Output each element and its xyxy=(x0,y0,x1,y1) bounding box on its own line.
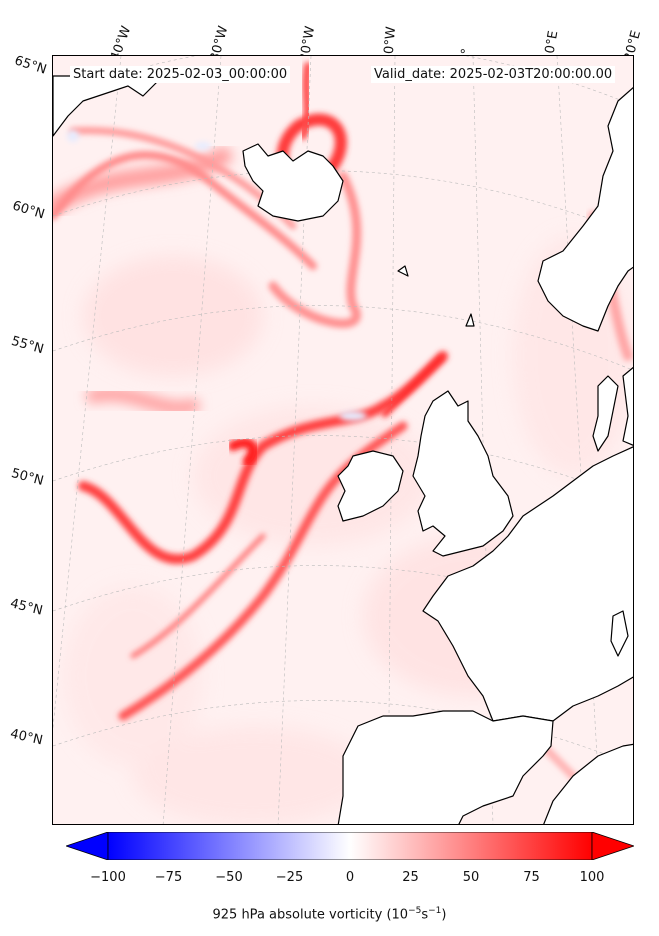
colorbar-bar xyxy=(107,831,593,861)
europe-coast xyxy=(422,446,633,722)
lat-label-40n: 40°N xyxy=(8,726,45,749)
great-britain-coast xyxy=(412,390,514,557)
valid-date-label: Valid_date: 2025-02-03T20:00:00.00 xyxy=(371,66,616,83)
north-africa-coast xyxy=(543,743,633,824)
vorticity-map xyxy=(52,55,634,825)
lat-label-60n: 60°N xyxy=(10,198,47,223)
colorbar-tick-label: 100 xyxy=(579,870,605,885)
lat-label-55n: 55°N xyxy=(9,333,46,358)
colorbar-tick-label: 0 xyxy=(345,870,355,885)
colorbar-tick-label: −25 xyxy=(275,870,304,885)
iberia-coast xyxy=(337,710,554,824)
lat-label-65n: 65°N xyxy=(12,53,49,78)
colorbar-tick-label: 75 xyxy=(523,870,540,885)
start-date-label: Start date: 2025-02-03_00:00:00 xyxy=(70,66,291,83)
ireland-coast xyxy=(337,450,404,522)
map-canvas xyxy=(53,56,633,824)
colorbar-tick-label: −75 xyxy=(154,870,183,885)
shetland-islands xyxy=(465,313,475,327)
iceland-coast xyxy=(242,143,344,222)
colorbar-tick-label: −50 xyxy=(215,870,243,885)
land-masses xyxy=(53,75,633,824)
faroe-islands xyxy=(397,265,409,277)
colorbar-extend-min xyxy=(64,831,109,861)
colorbar xyxy=(64,831,636,864)
scandinavia-coast xyxy=(537,86,633,332)
coastal-jet xyxy=(380,353,446,419)
colorbar-extend-max xyxy=(591,831,636,861)
colorbar-tick-label: 25 xyxy=(402,870,419,885)
sardinia-coast xyxy=(610,610,629,657)
greenland-coast xyxy=(53,75,164,137)
lat-label-50n: 50°N xyxy=(9,466,46,489)
denmark-coast xyxy=(592,375,619,452)
colorbar-tick-label: −100 xyxy=(90,870,126,885)
lat-label-45n: 45°N xyxy=(8,596,45,619)
sweden-south-coast xyxy=(622,366,633,446)
colorbar-tick-label: 50 xyxy=(462,870,480,885)
colorbar-title: 925 hPa absolute vorticity (10−5s−1) xyxy=(212,906,447,923)
